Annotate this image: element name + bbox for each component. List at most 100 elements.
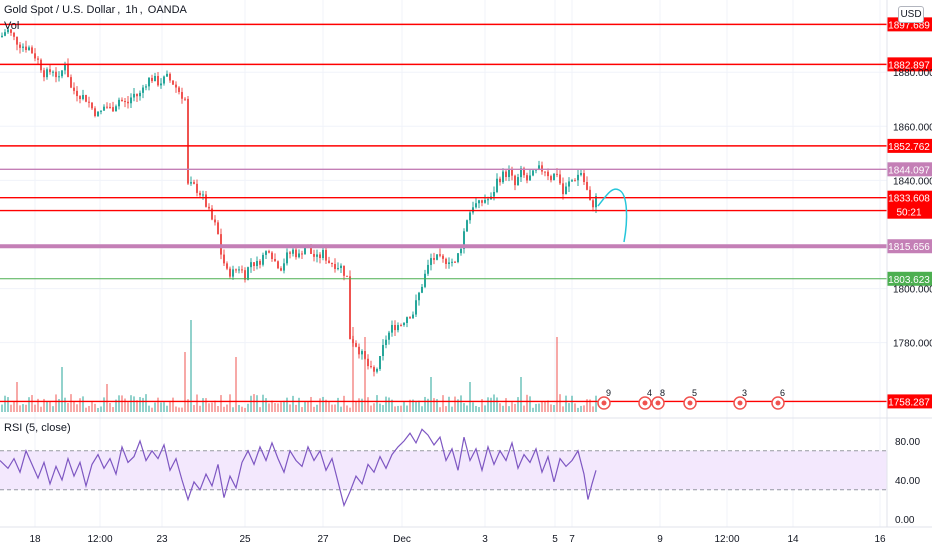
volume-bar xyxy=(409,399,411,412)
volume-bar xyxy=(583,405,585,412)
candle-body xyxy=(400,325,402,327)
candle-body xyxy=(283,263,285,271)
event-flag-label: 4 xyxy=(647,388,652,398)
candle-body xyxy=(475,203,477,208)
candle-body xyxy=(415,300,417,315)
candle-body xyxy=(514,175,516,186)
candle-body xyxy=(373,367,375,372)
level-price-label: 1815.656 xyxy=(888,242,930,253)
volume-bar xyxy=(160,402,162,412)
volume-bar xyxy=(538,403,540,412)
candle-body xyxy=(382,344,384,356)
event-flag-label: 5 xyxy=(692,388,697,398)
volume-bar xyxy=(433,398,435,412)
level-price-label: 1897.689 xyxy=(888,20,930,31)
candle-body xyxy=(25,46,27,50)
volume-bar xyxy=(295,404,297,412)
volume-bar xyxy=(412,399,414,412)
candle-body xyxy=(226,263,228,269)
candle-body xyxy=(412,314,414,319)
candle-body xyxy=(109,106,111,108)
volume-bar xyxy=(352,327,354,412)
level-price-label: 1758.287 xyxy=(888,397,930,408)
candle-body xyxy=(496,178,498,192)
volume-label[interactable]: Vol xyxy=(4,20,20,32)
rsi-label[interactable]: RSI (5, close) xyxy=(4,422,71,434)
volume-bar xyxy=(559,394,561,412)
volume-bar xyxy=(364,337,366,412)
candle-body xyxy=(583,173,585,182)
volume-bar xyxy=(22,404,24,412)
symbol-title[interactable]: Gold Spot / U.S. Dollar, 1h, OANDA xyxy=(4,4,189,16)
candle-body xyxy=(535,169,537,171)
volume-bar xyxy=(532,407,534,412)
volume-bar xyxy=(358,398,360,412)
candle-body xyxy=(184,98,186,100)
candle-body xyxy=(526,175,528,181)
candle-body xyxy=(232,269,234,277)
price-tick-label: 1800.000 xyxy=(893,285,932,296)
candle-body xyxy=(580,173,582,175)
candle-body xyxy=(178,87,180,93)
candle-body xyxy=(457,253,459,263)
candle-body xyxy=(157,75,159,86)
volume-bar xyxy=(211,402,213,412)
volume-bar xyxy=(541,401,543,412)
rsi-line xyxy=(0,428,597,508)
candle-body xyxy=(145,86,147,88)
candle-body xyxy=(112,107,114,112)
level-price-label: 1852.762 xyxy=(888,142,930,153)
candle-body xyxy=(409,317,411,319)
candle-body xyxy=(241,269,243,271)
candle-body xyxy=(265,251,267,255)
candle-body xyxy=(487,199,489,201)
level-price-tag xyxy=(887,190,932,205)
volume-bar xyxy=(535,403,537,412)
candle-body xyxy=(217,222,219,235)
candle-body xyxy=(70,77,72,88)
volume-bar xyxy=(202,398,204,412)
volume-bar xyxy=(391,399,393,412)
candle-body xyxy=(229,268,231,277)
candle-body xyxy=(391,324,393,333)
event-flag-label: 9 xyxy=(606,388,611,398)
volume-bar xyxy=(286,397,288,412)
volume-bar xyxy=(151,407,153,412)
candle-body xyxy=(577,174,579,181)
candle-body xyxy=(214,219,216,223)
volume-bar xyxy=(277,403,279,412)
volume-bar xyxy=(301,407,303,412)
volume-bar xyxy=(334,404,336,412)
candle-body xyxy=(337,268,339,270)
candle-body xyxy=(100,110,102,112)
candle-body xyxy=(466,220,468,232)
candle-body xyxy=(511,169,513,176)
candle-body xyxy=(451,261,453,263)
candle-body xyxy=(106,106,108,108)
volume-bar xyxy=(304,401,306,412)
volume-bar xyxy=(556,337,558,412)
volume-bar xyxy=(196,394,198,412)
volume-bar xyxy=(274,403,276,412)
countdown-label: 50:21 xyxy=(896,208,921,219)
candle-body xyxy=(478,200,480,204)
candle-body xyxy=(211,208,213,220)
volume-bar xyxy=(37,398,39,412)
candle-body xyxy=(172,80,174,85)
exchange: OANDA xyxy=(147,4,187,16)
volume-bar xyxy=(250,395,252,412)
volume-bar xyxy=(265,398,267,412)
candle-body xyxy=(520,168,522,178)
candle-body xyxy=(589,189,591,201)
volume-bar xyxy=(298,397,300,412)
time-tick-label: 7 xyxy=(569,534,575,545)
candle-body xyxy=(166,73,168,77)
candle-body xyxy=(418,292,420,301)
level-price-label: 1833.608 xyxy=(888,194,930,205)
volume-bar xyxy=(421,406,423,412)
volume-bar xyxy=(190,320,192,412)
volume-bar xyxy=(349,407,351,412)
currency-button[interactable]: USD xyxy=(898,6,924,23)
